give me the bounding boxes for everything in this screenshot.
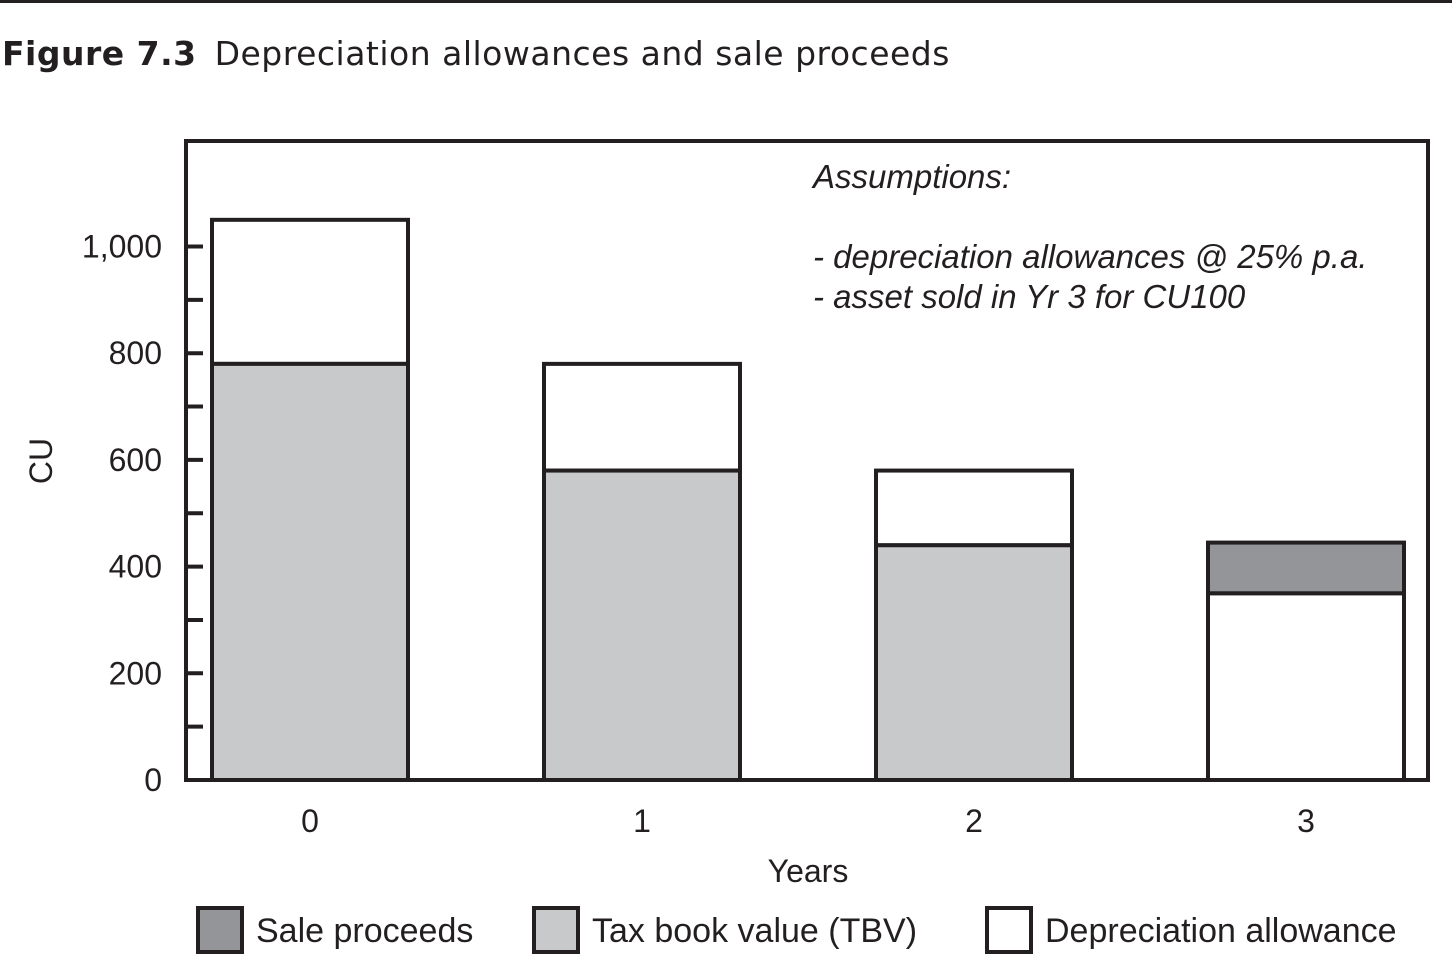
x-tick-label: 0 (301, 803, 319, 839)
legend-label-sale-proceeds: Sale proceeds (256, 912, 473, 950)
figure-label: Figure 7.3 (2, 34, 197, 73)
y-tick-label: 800 (109, 335, 162, 371)
assumptions-heading: Assumptions: (811, 158, 1011, 195)
x-tick-label: 2 (965, 803, 983, 839)
bar-depreciation-allowance-year-2 (874, 468, 1074, 548)
y-tick-label: 400 (109, 549, 162, 585)
bar-sale-proceeds-year-3 (1206, 540, 1406, 596)
x-axis: 0 1 2 3 (301, 803, 1315, 839)
bar-depreciation-allowance-year-3 (1206, 591, 1406, 783)
y-tick-label: 600 (109, 442, 162, 478)
y-tick-label: 0 (144, 762, 162, 798)
y-axis-title: CU (23, 438, 59, 484)
legend-item-depreciation-allowance: Depreciation allowance (985, 906, 1397, 954)
assumption-line-2: - asset sold in Yr 3 for CU100 (813, 278, 1246, 315)
legend-label-tax-book-value: Tax book value (TBV) (592, 912, 917, 950)
legend: Sale proceeds Tax book value (TBV) Depre… (196, 906, 1397, 954)
y-tick-label: 1,000 (82, 229, 162, 265)
top-rule (0, 0, 1452, 3)
bar-tax-book-value-tbv-year-2 (874, 543, 1074, 783)
x-axis-title: Years (768, 853, 849, 889)
x-tick-label: 1 (633, 803, 651, 839)
assumptions-note: Assumptions: - depreciation allowances @… (811, 158, 1367, 315)
x-tick-label: 3 (1297, 803, 1315, 839)
figure-title: Figure 7.3 Depreciation allowances and sa… (2, 34, 950, 73)
assumption-line-1: - depreciation allowances @ 25% p.a. (813, 238, 1367, 275)
bar-depreciation-allowance-year-1 (542, 361, 742, 473)
legend-swatch-sale-proceeds (196, 906, 244, 954)
bar-depreciation-allowance-year-0 (210, 217, 410, 366)
legend-label-depreciation-allowance: Depreciation allowance (1045, 912, 1397, 950)
legend-item-tax-book-value: Tax book value (TBV) (532, 906, 917, 954)
bar-tax-book-value-tbv-year-1 (542, 468, 742, 782)
figure-caption: Depreciation allowances and sale proceed… (214, 34, 950, 73)
legend-item-sale-proceeds: Sale proceeds (196, 906, 473, 954)
y-axis: 0 200 400 600 800 1,000 (82, 229, 203, 798)
legend-swatch-tax-book-value (532, 906, 580, 954)
bars-layer (210, 217, 1406, 783)
bar-tax-book-value-tbv-year-0 (210, 361, 410, 782)
y-tick-label: 200 (109, 655, 162, 691)
legend-swatch-depreciation-allowance (985, 906, 1033, 954)
